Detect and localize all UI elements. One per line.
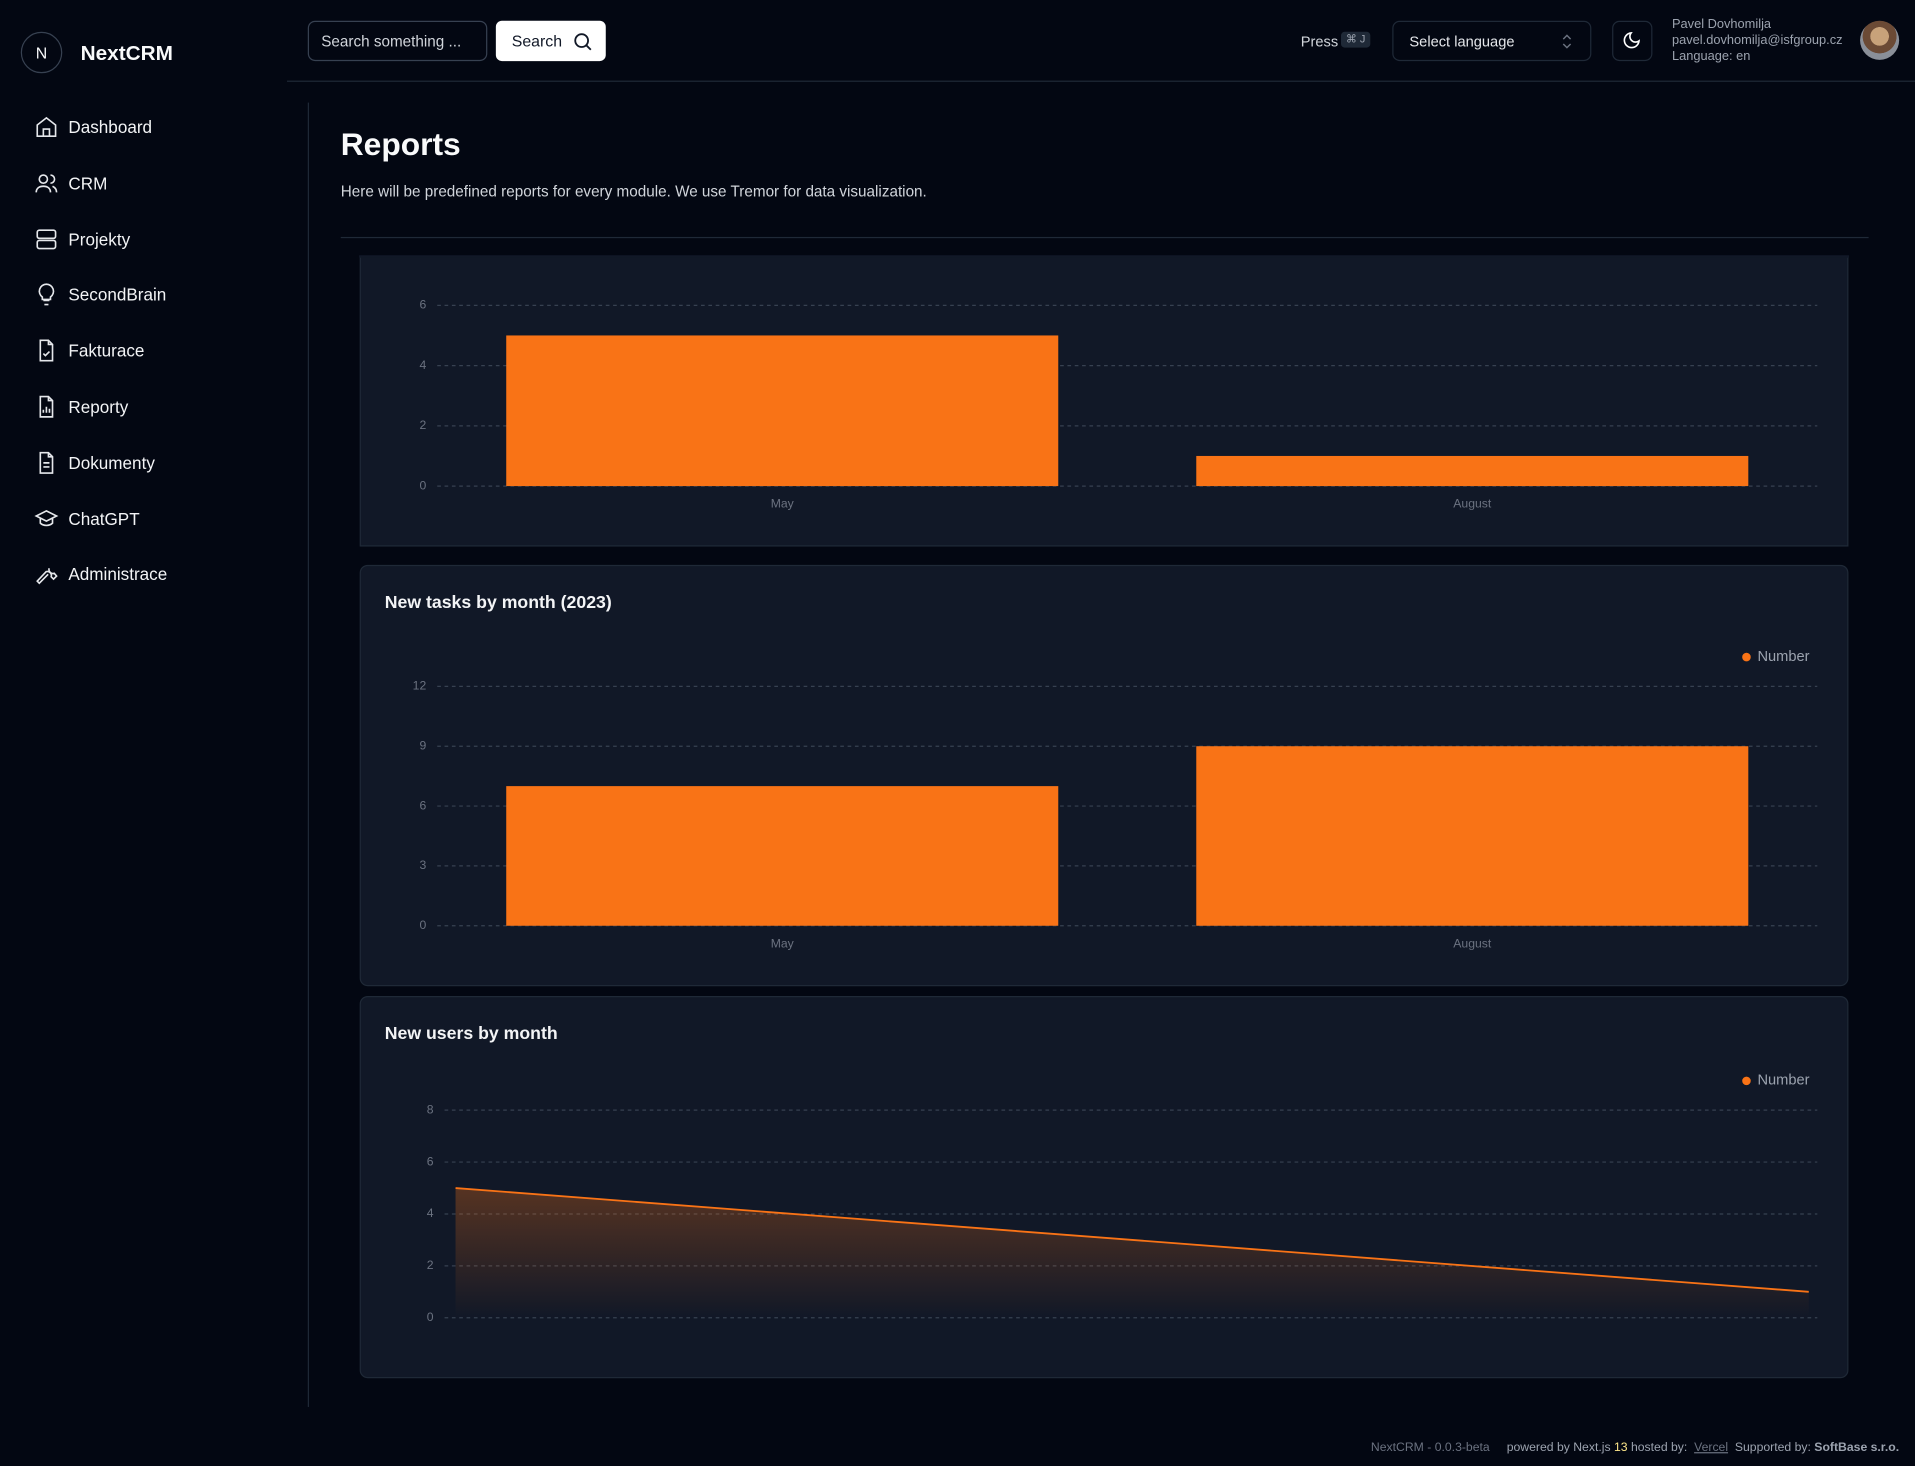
sidebar-divider	[307, 102, 309, 1407]
y-tick-label: 0	[427, 1310, 434, 1324]
nav-item[interactable]: ChatGPT	[34, 501, 140, 535]
search-icon	[574, 32, 592, 50]
search-placeholder: Search something ...	[321, 32, 462, 51]
header-divider	[287, 80, 1915, 82]
nav-label: Projekty	[68, 229, 131, 249]
footer-host-link[interactable]: Vercel	[1694, 1441, 1729, 1455]
language-select[interactable]	[1392, 20, 1592, 62]
search-button-label: Search	[511, 31, 563, 51]
legend-swatch	[1742, 652, 1751, 662]
nav-item[interactable]: Dokumenty	[34, 446, 155, 480]
y-tick-label: 4	[427, 1206, 434, 1220]
page-description: Here will be predefined reports for ever…	[340, 183, 927, 201]
app-name[interactable]: NextCRM	[80, 41, 173, 65]
chart-card	[359, 995, 1849, 1379]
y-tick-label: 6	[419, 298, 426, 312]
press-label: Press	[1300, 32, 1339, 51]
avatar[interactable]	[1860, 20, 1900, 60]
footer-powered: powered by Next.js	[1506, 1441, 1611, 1455]
nav-label: Reporty	[68, 396, 129, 417]
nav-icon	[39, 451, 54, 474]
nav-icon	[36, 568, 58, 585]
nav-icon	[39, 395, 54, 418]
nav-icon	[35, 173, 58, 193]
legend-label: Number	[1757, 1073, 1809, 1089]
y-tick-label: 9	[419, 738, 426, 752]
nav-item[interactable]: CRM	[34, 166, 107, 200]
search-button[interactable]: Search	[495, 20, 606, 62]
x-tick-label: August	[1453, 497, 1492, 511]
footer-next-version: 13	[1613, 1441, 1628, 1455]
nav-item[interactable]: Projekty	[34, 222, 130, 256]
language-select-label: Select language	[1409, 32, 1515, 51]
nav-label: SecondBrain	[68, 285, 167, 305]
legend-swatch	[1742, 1076, 1751, 1086]
user-email: pavel.dovhomilja@isfgroup.cz	[1671, 32, 1843, 48]
y-tick-label: 2	[427, 1258, 434, 1272]
chart-title: New users by month	[385, 1023, 558, 1043]
nav-label: Dokumenty	[68, 452, 155, 473]
y-tick-label: 4	[419, 358, 426, 372]
theme-toggle[interactable]	[1612, 20, 1653, 62]
x-tick-label: August	[1453, 936, 1492, 950]
search-input[interactable]	[307, 20, 488, 62]
y-tick-label: 6	[427, 1154, 434, 1168]
y-tick-label: 6	[419, 798, 426, 812]
page-title: Reports	[340, 125, 461, 163]
card-top-mask	[359, 255, 1850, 258]
user-language: Language: en	[1671, 48, 1751, 64]
chart-title: New tasks by month (2023)	[385, 592, 612, 612]
footer-version: NextCRM - 0.0.3-beta	[1370, 1441, 1490, 1455]
y-tick-label: 8	[427, 1102, 434, 1116]
nav-label: Administrace	[68, 564, 168, 585]
footer-hosted: hosted by:	[1630, 1441, 1688, 1455]
y-tick-label: 12	[413, 679, 427, 693]
x-tick-label: May	[771, 497, 795, 511]
y-tick-label: 0	[419, 918, 426, 932]
bar	[506, 335, 1059, 487]
select-chevron	[1562, 34, 1572, 49]
footer-supporter: SoftBase s.r.o.	[1814, 1441, 1900, 1455]
y-tick-label: 0	[419, 478, 426, 492]
y-tick-label: 2	[419, 418, 426, 432]
moon-icon	[1623, 31, 1640, 49]
nav-item[interactable]: Administrace	[34, 557, 167, 591]
bar	[1196, 455, 1749, 487]
line	[455, 1187, 1809, 1293]
logo[interactable]: N	[20, 31, 63, 74]
nav-label: Fakturace	[68, 340, 145, 361]
shortcut-key: ⌘ J	[1340, 31, 1371, 48]
nav-icon	[38, 283, 55, 306]
nav-icon	[34, 509, 59, 526]
bar	[506, 786, 1059, 926]
nav-item[interactable]: SecondBrain	[34, 278, 166, 312]
nav-icon	[39, 339, 54, 362]
footer-supported: Supported by:	[1734, 1441, 1811, 1455]
area-fill	[455, 1188, 1809, 1318]
user-name: Pavel Dovhomilja	[1671, 17, 1772, 32]
heading-divider	[340, 236, 1869, 239]
nav-item[interactable]: Dashboard	[34, 110, 152, 144]
nav-label: Dashboard	[68, 117, 153, 137]
nav-item[interactable]: Reporty	[34, 390, 128, 424]
x-tick-label: May	[771, 936, 795, 950]
nav-label: ChatGPT	[68, 508, 140, 529]
footer: NextCRM - 0.0.3-beta powered by Next.js …	[1371, 1441, 1899, 1454]
bar	[1196, 746, 1749, 926]
y-tick-label: 3	[419, 858, 426, 872]
legend-label: Number	[1757, 649, 1809, 665]
nav-label: CRM	[68, 173, 108, 193]
nav-icon	[36, 116, 57, 137]
nav-item[interactable]: Fakturace	[34, 334, 144, 368]
nav-icon	[36, 228, 57, 249]
